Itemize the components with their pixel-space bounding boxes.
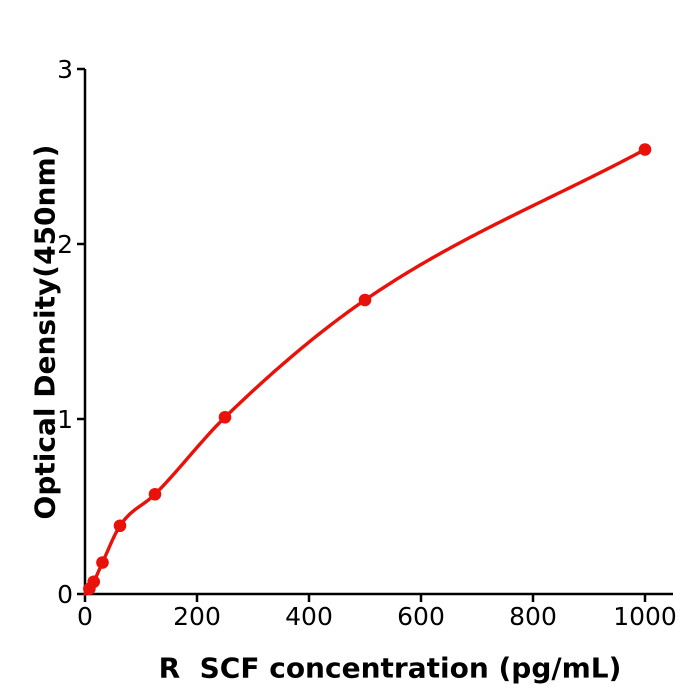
- data-point: [358, 293, 372, 307]
- y-tick-label: 3: [57, 55, 73, 84]
- x-axis-title: R SCF concentration (pg/mL): [158, 651, 622, 685]
- y-tick-label: 0: [57, 580, 73, 609]
- data-point: [148, 487, 162, 501]
- x-tick-label: 0: [77, 602, 93, 631]
- x-tick-label: 1000: [613, 602, 677, 631]
- data-point: [113, 519, 127, 533]
- x-tick-label: 600: [397, 602, 445, 631]
- data-point: [87, 575, 101, 589]
- y-tick-label: 2: [57, 230, 73, 259]
- y-tick-label: 1: [57, 405, 73, 434]
- y-axis-title: Optical Density(450nm): [28, 144, 62, 520]
- x-tick-label: 800: [509, 602, 557, 631]
- x-tick-label: 200: [173, 602, 221, 631]
- data-point: [218, 410, 232, 424]
- x-tick-label: 400: [285, 602, 333, 631]
- data-point: [96, 556, 109, 569]
- data-point: [638, 143, 652, 156]
- standard-curve-line: [83, 147, 647, 596]
